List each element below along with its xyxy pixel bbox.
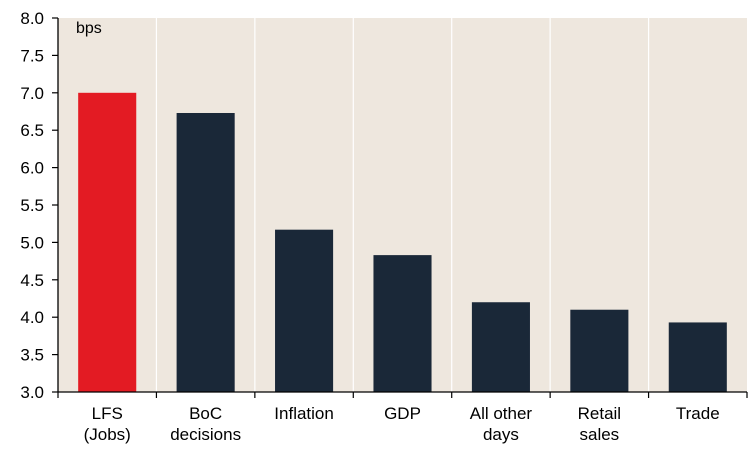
bar: [570, 309, 629, 392]
x-tick-label-line: Trade: [676, 404, 720, 423]
gridlines: [155, 18, 650, 392]
bar: [471, 302, 530, 392]
bar: [275, 229, 334, 392]
bar: [373, 255, 432, 392]
x-tick-label: GDP: [384, 404, 421, 423]
x-tick-label: LFS (Jobs): [84, 404, 131, 444]
bar: [78, 92, 137, 393]
x-tick-label-line: Retail: [578, 404, 621, 423]
x-tick-label-line: days: [483, 425, 519, 444]
y-unit-label: bps: [76, 20, 102, 37]
y-tick-label: 3.0: [20, 383, 44, 402]
x-tick-label-line: sales: [580, 425, 620, 444]
x-tick-label: BoC decisions: [170, 404, 241, 444]
bar: [668, 322, 727, 392]
y-tick-label: 5.5: [20, 196, 44, 215]
x-tick-label-line: decisions: [170, 425, 241, 444]
y-tick-label: 4.5: [20, 271, 44, 290]
y-tick-label: 5.0: [20, 233, 44, 252]
x-tick-label-line: Inflation: [274, 404, 334, 423]
x-tick-label: All other days: [470, 404, 533, 444]
x-tick-label-line: All other: [470, 404, 533, 423]
y-tick-label: 8.0: [20, 9, 44, 28]
x-tick-label-line: BoC: [189, 404, 222, 423]
x-tick-label-line: GDP: [384, 404, 421, 423]
bars: [78, 92, 727, 393]
x-axis-ticks: LFS (Jobs) BoC decisions Inflation GDP All oth…: [57, 392, 748, 444]
x-tick-label: Trade: [676, 404, 720, 423]
bar: [176, 112, 235, 392]
x-tick-label: Inflation: [274, 404, 334, 423]
x-tick-label: Retail sales: [578, 404, 621, 444]
x-tick-label-line: (Jobs): [84, 425, 131, 444]
y-tick-label: 7.0: [20, 84, 44, 103]
y-tick-label: 7.5: [20, 46, 44, 65]
x-tick-label-line: LFS: [92, 404, 123, 423]
y-tick-label: 4.0: [20, 308, 44, 327]
y-axis-ticks: 3.0 3.5 4.0 4.5 5.0 5.5 6.0 6.5 7.0 7.5 8.0: [20, 9, 58, 402]
y-tick-label: 3.5: [20, 346, 44, 365]
y-tick-label: 6.0: [20, 159, 44, 178]
y-tick-label: 6.5: [20, 121, 44, 140]
